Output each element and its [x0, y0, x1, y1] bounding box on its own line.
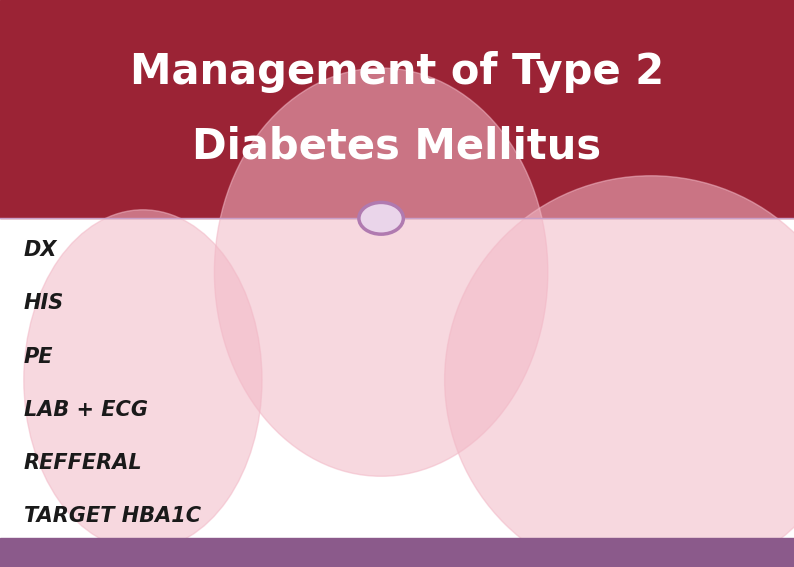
Bar	[0, 0, 794, 218]
Text: HIS: HIS	[24, 293, 64, 314]
Text: DX: DX	[24, 240, 57, 260]
Ellipse shape	[214, 68, 548, 476]
Circle shape	[359, 202, 403, 234]
Ellipse shape	[445, 176, 794, 567]
Text: REFFERAL: REFFERAL	[24, 453, 142, 473]
Ellipse shape	[24, 210, 262, 550]
Bar	[0, 538, 794, 567]
Text: PE: PE	[24, 346, 53, 367]
Text: Management of Type 2: Management of Type 2	[130, 51, 664, 93]
Bar	[0, 218, 794, 538]
Text: Diabetes Mellitus: Diabetes Mellitus	[192, 125, 602, 167]
Text: LAB + ECG: LAB + ECG	[24, 400, 148, 420]
Text: TARGET HBA1C: TARGET HBA1C	[24, 506, 201, 526]
